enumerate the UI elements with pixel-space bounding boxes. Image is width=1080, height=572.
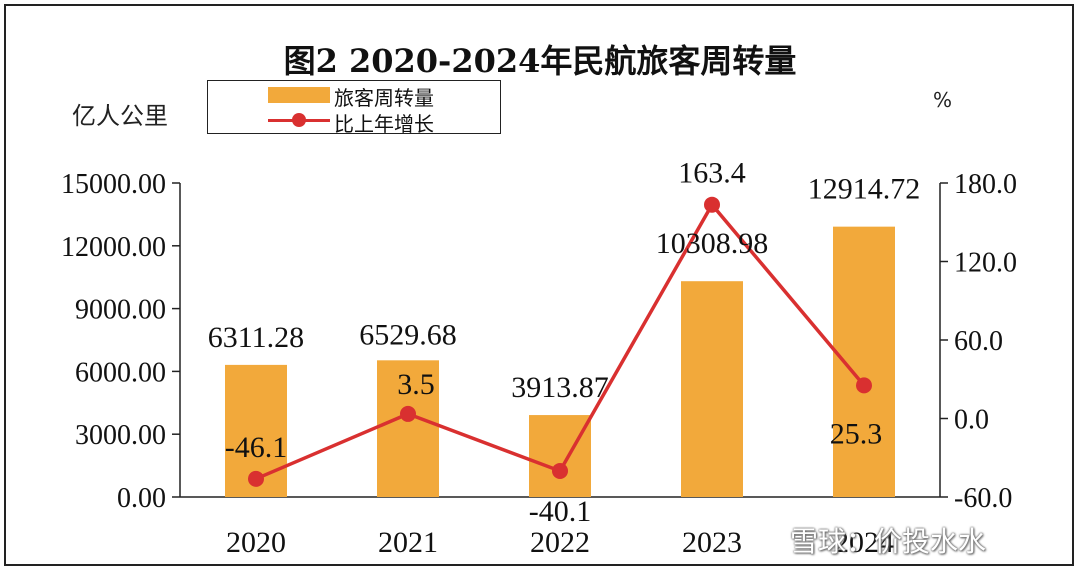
legend-dot-swatch — [292, 113, 306, 127]
growth-point — [704, 196, 720, 213]
left-tick-label: 15000.00 — [61, 169, 166, 200]
chart-title: 图2 2020-2024年民航旅客周转量 — [283, 42, 797, 80]
growth-point — [248, 470, 264, 487]
right-tick-label: 120.0 — [954, 248, 1017, 279]
left-tick-label: 9000.00 — [75, 295, 166, 326]
legend: 旅客周转量 比上年增长 — [207, 80, 501, 136]
growth-point — [552, 462, 568, 479]
legend-item-bar: 旅客周转量 — [208, 81, 500, 110]
right-axis-unit: % — [933, 88, 953, 112]
growth-value-label: 163.4 — [678, 157, 746, 190]
legend-label-line: 比上年增长 — [334, 112, 434, 136]
bar — [377, 360, 439, 497]
growth-value-label: -46.1 — [225, 431, 288, 464]
legend-label-bar: 旅客周转量 — [334, 86, 434, 110]
right-tick-label: -60.0 — [954, 483, 1012, 514]
watermark: 雪球：价投水水 — [790, 525, 987, 558]
right-tick-label: 0.0 — [954, 405, 989, 436]
right-tick-label: 60.0 — [954, 326, 1003, 357]
growth-value-label: -40.1 — [529, 495, 592, 528]
growth-value-label: 25.3 — [830, 417, 883, 450]
left-tick-label: 0.00 — [117, 483, 166, 514]
x-tick-label: 2023 — [682, 526, 742, 559]
x-tick-label: 2021 — [378, 526, 438, 559]
bar-value-label: 3913.87 — [511, 371, 609, 404]
bar-value-label: 6311.28 — [208, 321, 304, 354]
x-tick-label: 2020 — [226, 526, 286, 559]
x-tick-label: 2022 — [530, 526, 590, 559]
left-axis-unit: 亿人公里 — [72, 102, 168, 130]
right-tick-label: 180.0 — [954, 169, 1017, 200]
growth-value-label: 3.5 — [397, 368, 435, 401]
bar — [681, 281, 743, 497]
bar-value-label: 10308.98 — [656, 227, 769, 260]
bar-value-label: 12914.72 — [808, 173, 921, 206]
bar-value-label: 6529.68 — [359, 318, 457, 351]
legend-bar-swatch — [268, 87, 330, 103]
left-tick-label: 6000.00 — [75, 357, 166, 388]
left-tick-label: 3000.00 — [75, 420, 166, 451]
x-tick-label: 2024 — [834, 526, 894, 559]
left-tick-label: 12000.00 — [61, 232, 166, 263]
growth-point — [400, 405, 416, 422]
legend-item-line: 比上年增长 — [208, 107, 500, 136]
bar — [529, 415, 591, 497]
growth-point — [856, 377, 872, 394]
